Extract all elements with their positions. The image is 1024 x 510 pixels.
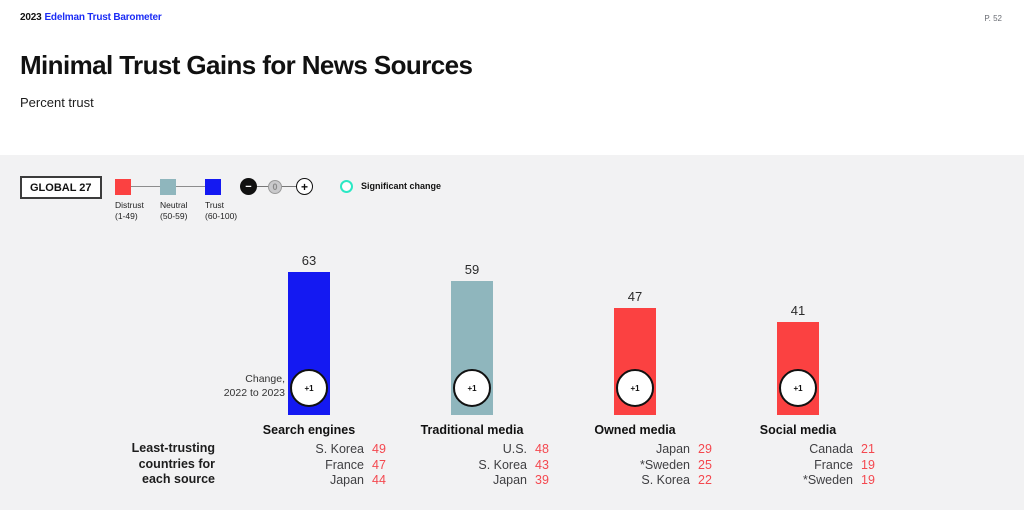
country-row: *Sweden 19 [703, 473, 893, 489]
country-row: Japan 29 [540, 442, 730, 458]
least-trusting-list: S. Korea 49 France 47 Japan 44 [214, 442, 404, 489]
least-trusting-list: Japan 29 *Sweden 25 S. Korea 22 [540, 442, 730, 489]
country-row: *Sweden 25 [540, 458, 730, 474]
country-name: France [325, 457, 364, 472]
scale-label-neutral: Neutral (50-59) [160, 200, 188, 221]
country-row: Japan 39 [377, 473, 567, 489]
significant-change-label: Significant change [361, 181, 442, 191]
least-trusting-note: Least-trusting countries for each source [131, 441, 215, 486]
country-value: 39 [535, 473, 549, 487]
country-row: S. Korea 49 [214, 442, 404, 458]
minus-circle-icon: − [240, 178, 257, 195]
zero-circle-icon: 0 [268, 180, 282, 194]
country-value: 19 [861, 473, 875, 487]
page-title: Minimal Trust Gains for News Sources [20, 50, 473, 80]
category-label: Social media [759, 423, 837, 437]
country-row: France 19 [703, 458, 893, 474]
scale-label-distrust: Distrust (1-49) [115, 200, 144, 221]
category-label: Search engines [262, 423, 356, 437]
logo-brand: Edelman Trust Barometer [44, 12, 162, 23]
bar-value-label: 47 [627, 289, 643, 304]
country-name: Japan [492, 473, 527, 487]
country-name: S. Korea [478, 457, 527, 472]
country-row: Japan 44 [214, 473, 404, 489]
country-value: 43 [535, 457, 549, 472]
page-number: P. 52 [984, 14, 1002, 23]
category-label: Traditional media [420, 423, 524, 437]
change-badge: +1 [779, 369, 817, 407]
country-row: U.S. 48 [377, 442, 567, 458]
country-name: *Sweden [639, 457, 690, 472]
change-badge: +1 [616, 369, 654, 407]
country-name: Canada [809, 442, 853, 456]
country-row: S. Korea 22 [540, 473, 730, 489]
country-value: 29 [698, 442, 712, 456]
country-value: 19 [861, 457, 875, 472]
plus-circle-icon: + [296, 178, 313, 195]
country-row: S. Korea 43 [377, 458, 567, 474]
page-subtitle: Percent trust [20, 95, 94, 110]
least-trusting-list: U.S. 48 S. Korea 43 Japan 39 [377, 442, 567, 489]
country-value: 44 [372, 473, 386, 487]
change-badge: +1 [290, 369, 328, 407]
country-row: Canada 21 [703, 442, 893, 458]
scale-swatch-neutral [160, 179, 176, 195]
country-name: Japan [329, 473, 364, 487]
country-name: Japan [655, 442, 690, 456]
country-name: *Sweden [802, 473, 853, 487]
edelman-logo: 2023 Edelman Trust Barometer [20, 12, 162, 23]
country-value: 25 [698, 457, 712, 472]
significant-change-icon [340, 180, 353, 193]
change-period-note: Change, 2022 to 2023 [223, 373, 285, 399]
country-name: S. Korea [315, 442, 364, 456]
country-value: 47 [372, 457, 386, 472]
bar-value-label: 59 [464, 262, 480, 277]
logo-year: 2023 [20, 12, 42, 23]
country-name: S. Korea [641, 473, 690, 487]
bar-value-label: 41 [790, 303, 806, 318]
scale-swatch-trust [205, 179, 221, 195]
country-row: France 47 [214, 458, 404, 474]
chart-section: GLOBAL 27 Distrust (1-49) Neutral (50-59) Tr… [0, 155, 1024, 510]
category-label: Owned media [594, 423, 676, 437]
country-value: 21 [861, 442, 875, 456]
country-name: U.S. [502, 442, 527, 456]
country-value: 22 [698, 473, 712, 487]
country-name: France [814, 457, 853, 472]
country-value: 49 [372, 442, 386, 456]
scale-swatch-distrust [115, 179, 131, 195]
bar-value-label: 63 [301, 253, 317, 268]
change-badge: +1 [453, 369, 491, 407]
global-27-badge: GLOBAL 27 [20, 176, 102, 199]
least-trusting-list: Canada 21 France 19 *Sweden 19 [703, 442, 893, 489]
scale-label-trust: Trust (60-100) [205, 200, 238, 221]
country-value: 48 [535, 442, 549, 456]
